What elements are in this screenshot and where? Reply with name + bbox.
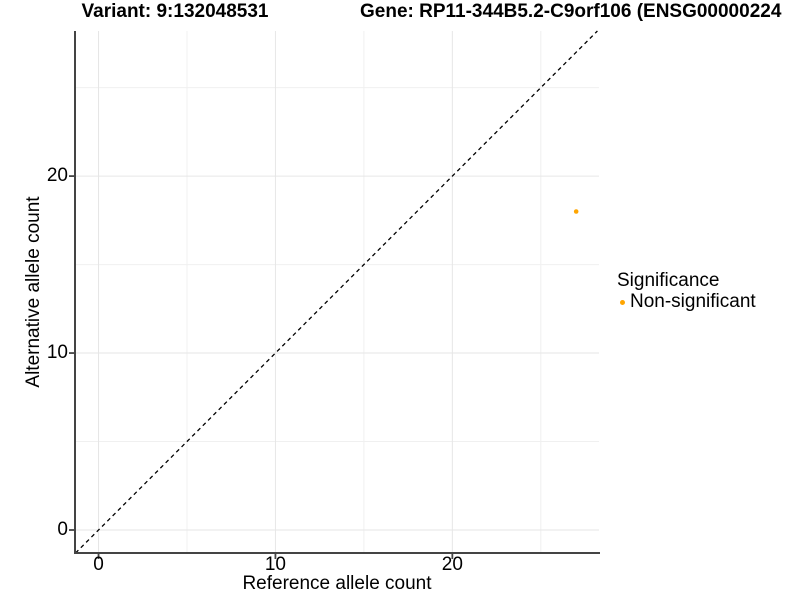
legend-item-non-significant: Non-significant [617, 291, 756, 313]
x-tick-label: 0 [93, 554, 104, 575]
x-tick-label: 20 [441, 554, 463, 575]
plot-title-gene: Gene: RP11-344B5.2-C9orf106 (ENSG0000022… [360, 1, 782, 22]
legend-title: Significance [617, 270, 720, 291]
legend-key-dot-icon [620, 299, 625, 305]
x-tick-label: 10 [264, 554, 286, 575]
x-axis-title: Reference allele count [242, 573, 432, 594]
y-tick-label: 20 [46, 165, 68, 187]
y-tick-label: 10 [46, 342, 68, 364]
plot-title-variant: Variant: 9:132048531 [81, 1, 269, 22]
legend: Significance Non-significant [617, 271, 756, 313]
identity-line [75, 30, 598, 554]
y-tick-label: 0 [57, 518, 68, 540]
data-point [573, 209, 579, 214]
legend-item-label: Non-significant [630, 291, 756, 312]
